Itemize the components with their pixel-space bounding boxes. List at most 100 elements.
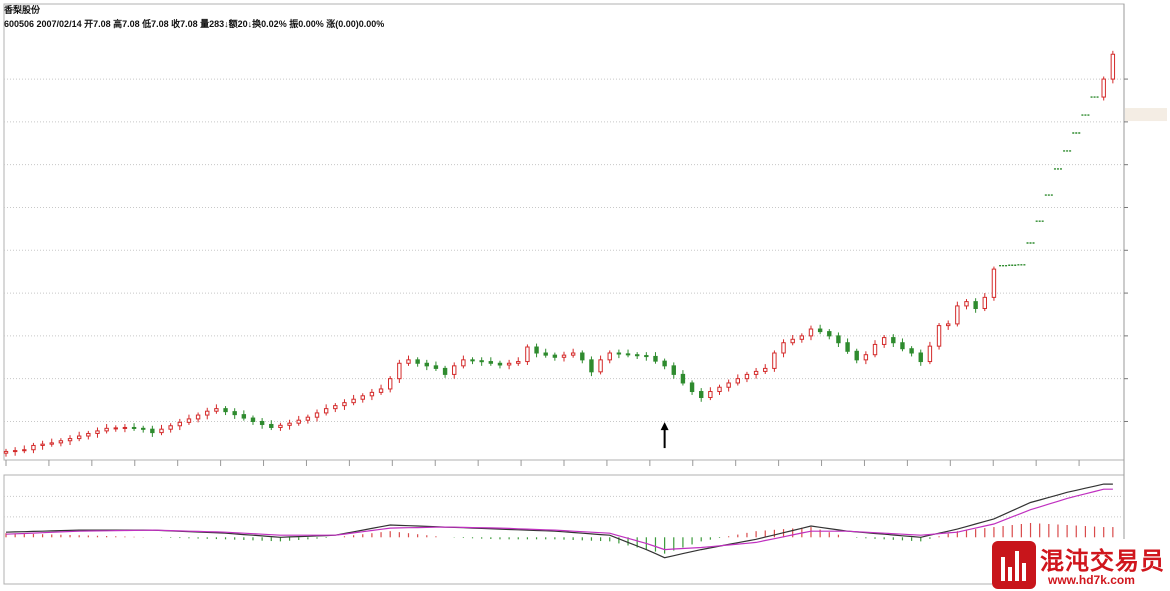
candle-down	[589, 359, 594, 373]
candle-up	[369, 391, 375, 397]
candle-up	[360, 395, 365, 400]
watermark: 混沌交易员 www.hd7k.com	[992, 539, 1170, 591]
current-price-box	[1125, 108, 1167, 122]
macd-dea-line	[5, 488, 1113, 551]
candle-up	[22, 449, 27, 452]
candle-down	[488, 361, 494, 364]
candle-up	[863, 354, 869, 361]
candle-down	[817, 328, 823, 333]
candle-down	[827, 331, 832, 337]
candle-up	[49, 442, 54, 445]
candle-down	[644, 355, 649, 358]
candle-down	[580, 352, 585, 361]
candle-up	[113, 427, 118, 430]
candle-up	[506, 362, 512, 366]
candle-up	[982, 296, 987, 309]
candle-down	[259, 420, 265, 425]
candle-down	[918, 352, 923, 363]
candle-down	[534, 346, 539, 354]
candle-up	[452, 365, 457, 375]
candle-up	[159, 428, 164, 434]
candle-up	[872, 343, 878, 356]
candle-up	[76, 435, 82, 440]
candle-up	[790, 338, 795, 344]
candle-up	[991, 268, 997, 298]
candle-down	[497, 362, 503, 366]
candle-up	[708, 391, 713, 399]
candle-down	[671, 365, 676, 375]
candle-up	[278, 424, 283, 428]
candle-down	[433, 365, 439, 369]
candle-up	[726, 382, 731, 388]
candle-up	[104, 427, 109, 432]
candle-up	[186, 418, 192, 423]
up-arrow-head	[660, 422, 669, 431]
candle-up	[305, 416, 311, 421]
candle-up	[570, 352, 576, 356]
candle-up	[561, 354, 567, 358]
candle-up	[397, 362, 402, 380]
candle-up	[287, 422, 292, 426]
candle-up	[3, 450, 9, 454]
candle-down	[662, 360, 667, 367]
candle-down	[223, 408, 228, 413]
candle-up	[86, 432, 91, 437]
candle-up	[598, 359, 603, 373]
candle-up	[31, 444, 36, 451]
candle-down	[232, 411, 237, 416]
candle-up	[122, 426, 128, 429]
watermark-url: www.hd7k.com	[1048, 573, 1135, 587]
candle-up	[205, 410, 210, 416]
candle-down	[131, 426, 137, 429]
candle-up	[927, 345, 933, 363]
candle-up	[772, 352, 777, 369]
candle-down	[653, 355, 658, 362]
macd-diff-line	[5, 483, 1113, 559]
candle-down	[470, 359, 475, 362]
candle-up	[177, 421, 183, 427]
candle-up	[525, 346, 530, 363]
candle-down	[424, 362, 429, 367]
candle-up	[314, 412, 320, 418]
candle-down	[442, 367, 448, 375]
candle-up	[945, 323, 951, 327]
candle-down	[415, 359, 420, 364]
candle-up	[378, 388, 384, 393]
candle-down	[250, 417, 256, 422]
candle-down	[836, 335, 841, 344]
candle-down	[900, 342, 905, 350]
candle-up	[214, 408, 219, 412]
candle-up	[808, 328, 814, 337]
candle-down	[479, 360, 484, 363]
candle-down	[241, 414, 247, 419]
candle-up	[461, 359, 466, 367]
candle-up	[323, 408, 329, 414]
candle-up	[781, 342, 786, 354]
candle-down	[269, 423, 274, 428]
candle-down	[634, 354, 640, 357]
candle-up	[799, 335, 805, 340]
candle-down	[699, 391, 704, 399]
candle-up	[516, 361, 521, 364]
candle-up	[342, 402, 347, 407]
candle-down	[845, 342, 850, 352]
candle-down	[150, 428, 155, 434]
candle-up	[40, 443, 45, 446]
watermark-logo-icon	[992, 541, 1036, 589]
candle-up	[67, 438, 73, 442]
candle-up	[406, 359, 411, 364]
candle-down	[625, 353, 631, 356]
candle-up	[881, 337, 887, 345]
candle-up	[1101, 78, 1106, 98]
candle-up	[936, 325, 942, 347]
candle-down	[543, 352, 548, 356]
candle-down	[909, 348, 914, 354]
candle-down	[680, 373, 686, 384]
candle-up	[744, 373, 750, 380]
candle-up	[1110, 53, 1116, 80]
candle-up	[763, 367, 768, 372]
candle-up	[351, 398, 356, 404]
candle-up	[717, 386, 722, 393]
